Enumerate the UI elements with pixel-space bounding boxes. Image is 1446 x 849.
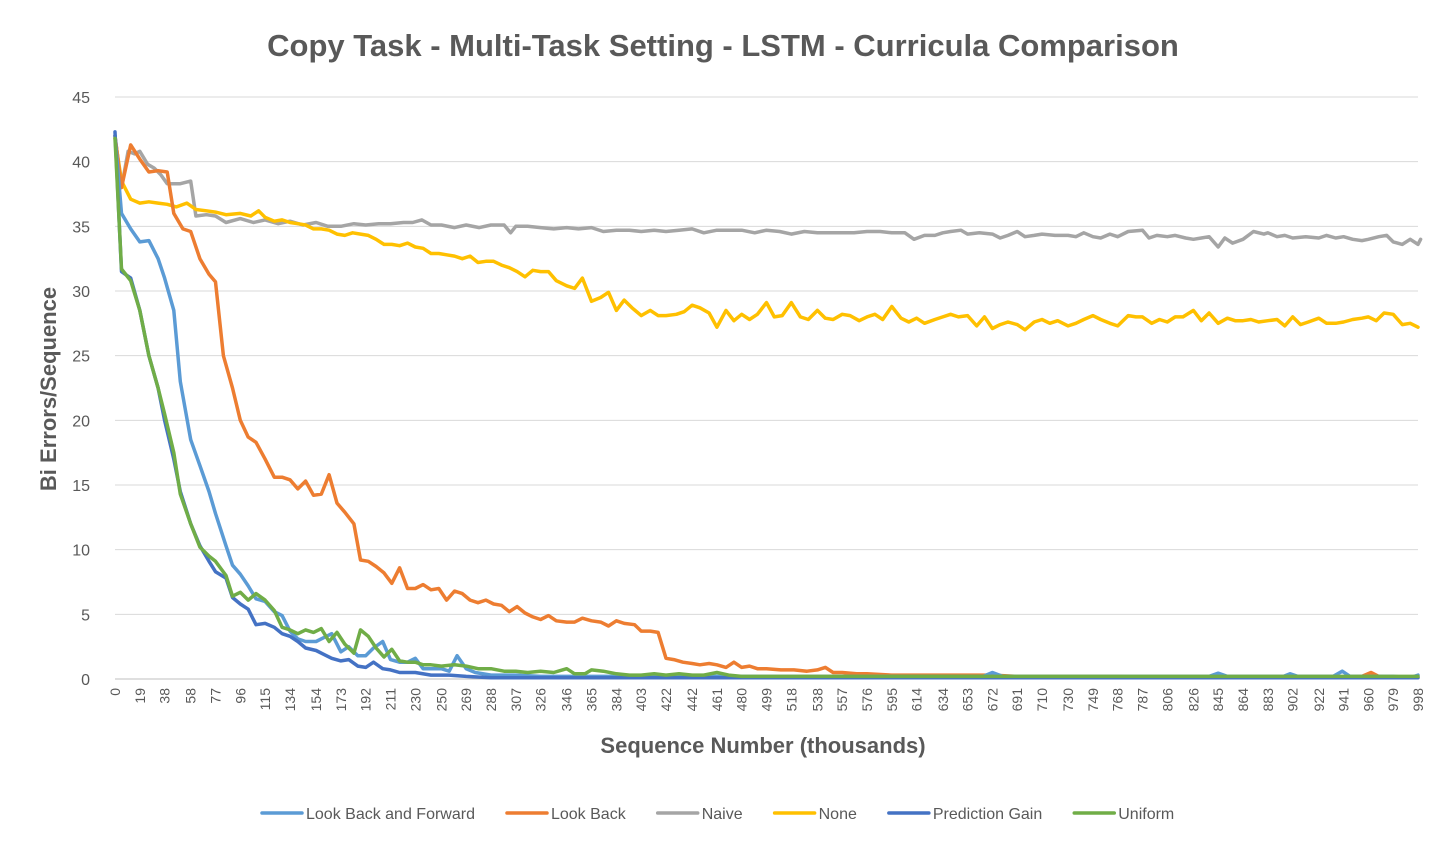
series-line-look-back <box>113 134 1420 679</box>
legend-label: Look Back and Forward <box>306 806 475 823</box>
x-tick-label: 269 <box>458 688 474 712</box>
x-axis-tick-labels: 0 19 38 58 77 96 115 134 154 173 192 211 230 250 269 28… <box>107 688 1426 712</box>
x-tick-label: 557 <box>834 688 850 712</box>
x-tick-label: 922 <box>1311 688 1327 712</box>
x-tick-label: 192 <box>358 688 374 712</box>
x-tick-label: 96 <box>232 688 248 704</box>
y-tick-label: 0 <box>81 672 90 689</box>
y-tick-label: 40 <box>72 155 90 172</box>
x-tick-label: 422 <box>658 688 674 712</box>
y-tick-label: 10 <box>72 543 90 560</box>
x-tick-label: 979 <box>1385 688 1401 712</box>
x-tick-label: 749 <box>1085 688 1101 712</box>
x-tick-label: 826 <box>1185 688 1201 712</box>
y-axis-title: Bi Errors/Sequence <box>36 287 61 491</box>
y-tick-label: 45 <box>72 90 90 107</box>
x-tick-label: 653 <box>960 688 976 712</box>
series-line-look-back-and-forward <box>113 134 1420 680</box>
x-tick-label: 115 <box>257 688 273 711</box>
x-tick-label: 19 <box>132 688 148 704</box>
series-line-none <box>113 136 1420 332</box>
x-tick-label: 0 <box>107 688 123 696</box>
x-tick-label: 614 <box>909 688 925 712</box>
legend-label: None <box>819 806 857 823</box>
gridlines <box>115 96 1418 615</box>
x-tick-label: 307 <box>508 688 524 712</box>
x-tick-label: 518 <box>783 688 799 712</box>
x-tick-label: 173 <box>333 688 349 712</box>
x-axis-title: Sequence Number (thousands) <box>600 733 925 758</box>
legend-label: Prediction Gain <box>933 806 1042 823</box>
x-tick-label: 595 <box>884 688 900 712</box>
x-tick-label: 634 <box>935 688 951 712</box>
x-tick-label: 499 <box>759 688 775 712</box>
x-tick-label: 288 <box>483 688 499 712</box>
series-line-prediction-gain <box>113 130 1420 680</box>
x-tick-label: 461 <box>709 688 725 712</box>
y-axis-tick-labels: 0 5 10 15 20 25 30 35 40 45 <box>72 90 90 689</box>
x-tick-label: 230 <box>407 688 423 712</box>
x-tick-label: 672 <box>984 688 1000 712</box>
x-tick-label: 77 <box>208 688 224 704</box>
x-tick-label: 154 <box>308 688 324 712</box>
x-tick-label: 691 <box>1009 688 1025 712</box>
y-tick-label: 20 <box>72 413 90 430</box>
x-tick-label: 960 <box>1360 688 1376 712</box>
x-tick-label: 403 <box>633 688 649 712</box>
series-line-uniform <box>113 136 1420 679</box>
y-tick-label: 5 <box>81 607 90 624</box>
x-tick-label: 250 <box>433 688 449 712</box>
y-tick-label: 30 <box>72 284 90 301</box>
x-tick-label: 326 <box>533 688 549 712</box>
legend: Look Back and Forward Look Back Naive None P… <box>260 806 1174 823</box>
x-tick-label: 730 <box>1060 688 1076 712</box>
x-tick-label: 768 <box>1110 688 1126 712</box>
x-tick-label: 710 <box>1034 688 1050 712</box>
x-tick-label: 480 <box>734 688 750 712</box>
x-tick-label: 787 <box>1135 688 1151 712</box>
x-tick-label: 864 <box>1235 688 1251 712</box>
series-lines <box>113 130 1423 680</box>
x-tick-label: 211 <box>382 688 398 711</box>
legend-label: Uniform <box>1118 806 1174 823</box>
x-tick-label: 134 <box>282 688 298 712</box>
y-tick-label: 35 <box>72 219 90 236</box>
x-tick-label: 845 <box>1210 688 1226 712</box>
x-tick-label: 346 <box>559 688 575 712</box>
x-tick-label: 384 <box>608 688 624 712</box>
x-tick-label: 998 <box>1410 688 1426 712</box>
x-tick-label: 538 <box>809 688 825 712</box>
legend-label: Look Back <box>551 806 627 823</box>
x-tick-label: 883 <box>1260 688 1276 712</box>
x-tick-label: 806 <box>1159 688 1175 712</box>
x-tick-label: 442 <box>684 688 700 712</box>
legend-label: Naive <box>702 806 743 823</box>
y-tick-label: 25 <box>72 349 90 366</box>
x-tick-label: 365 <box>584 688 600 712</box>
x-tick-label: 941 <box>1336 688 1352 712</box>
x-tick-label: 58 <box>183 688 199 704</box>
x-tick-label: 576 <box>859 688 875 712</box>
y-tick-label: 15 <box>72 478 90 495</box>
x-tick-label: 902 <box>1285 688 1301 712</box>
chart-title: Copy Task - Multi-Task Setting - LSTM - … <box>267 28 1179 63</box>
series-line-naive <box>113 134 1423 249</box>
x-tick-label: 38 <box>157 688 173 704</box>
